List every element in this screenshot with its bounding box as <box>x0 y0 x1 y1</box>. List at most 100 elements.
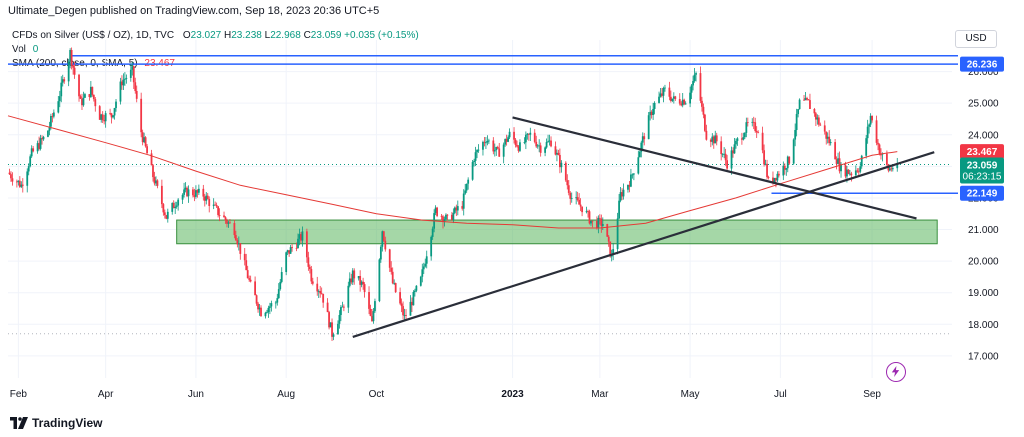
candle-body <box>585 211 588 213</box>
trendline <box>512 116 917 220</box>
candle-body <box>746 122 749 123</box>
y-tick-label: 21.000 <box>968 225 999 236</box>
candle-body <box>544 147 547 153</box>
candle-body <box>732 150 734 154</box>
candle-body <box>465 183 468 191</box>
candle-body <box>89 86 92 97</box>
candle-body <box>274 302 277 304</box>
candle-body <box>340 307 342 316</box>
candle-body <box>807 99 810 101</box>
x-tick-label: May <box>681 389 700 400</box>
price-label-bg <box>960 56 1004 72</box>
candle-body <box>492 140 495 152</box>
candle-body <box>310 269 313 282</box>
candle-body <box>766 163 768 178</box>
candle-body <box>258 307 261 310</box>
candle-body <box>369 308 372 316</box>
candle-body <box>52 112 55 117</box>
candle-body <box>690 85 693 93</box>
lightning-icon[interactable] <box>886 362 906 382</box>
candle-body <box>798 99 801 110</box>
candle-body <box>493 150 496 152</box>
candle-body <box>797 109 800 115</box>
candle-body <box>846 169 848 177</box>
candle-body <box>38 143 40 149</box>
candle-body <box>742 137 745 140</box>
candle-body <box>878 144 881 155</box>
candle-body <box>10 174 12 179</box>
candle-body <box>94 99 97 107</box>
candle-body <box>526 133 529 135</box>
candle-body <box>50 116 52 127</box>
candle-body <box>653 102 656 109</box>
candle-body <box>668 87 671 97</box>
candle-body <box>764 163 767 165</box>
legend-symbol[interactable]: CFDs on Silver (US$ / OZ), 1D, TVC <box>12 30 175 41</box>
candle-body <box>850 173 853 176</box>
candle-body <box>134 82 137 91</box>
candle-body <box>535 141 538 147</box>
candle-body <box>817 117 820 125</box>
candle-body <box>332 334 335 337</box>
candle-body <box>224 217 227 221</box>
candle-body <box>141 132 144 143</box>
candle-body <box>119 81 122 102</box>
candle-body <box>341 306 344 308</box>
candle-body <box>641 136 644 143</box>
candle-body <box>338 315 341 324</box>
candle-body <box>612 249 615 255</box>
candle-body <box>783 165 786 170</box>
candle-body <box>300 234 302 241</box>
candle-body <box>566 180 569 186</box>
candle-body <box>517 146 520 151</box>
candle-body <box>575 197 578 199</box>
price-label-value: 23.059 <box>967 160 998 171</box>
candle-body <box>285 252 288 273</box>
candle-body <box>227 222 230 224</box>
candle-body <box>829 142 832 144</box>
candle-body <box>880 154 882 156</box>
y-tick-label: 20.000 <box>968 257 999 268</box>
candle-body <box>567 185 570 193</box>
candle-body <box>464 190 467 194</box>
candle-body <box>730 150 733 169</box>
y-tick-label: 26.000 <box>968 67 999 78</box>
candle-body <box>803 99 805 101</box>
legend-vol-label[interactable]: Vol <box>12 44 26 55</box>
candle-body <box>588 211 591 224</box>
candle-body <box>650 111 653 116</box>
candle-body <box>637 157 640 174</box>
candle-body <box>112 115 114 118</box>
candle-body <box>587 211 589 213</box>
candle-body <box>885 153 888 165</box>
sma-layer <box>7 115 898 229</box>
y-tick-label: 18.000 <box>968 320 999 331</box>
price-label-bg <box>960 144 1004 160</box>
candle-body <box>153 177 156 184</box>
legend-close: 23.059 <box>310 30 342 41</box>
candle-body <box>129 69 132 78</box>
candle-body <box>733 144 736 154</box>
candle-body <box>735 140 737 145</box>
candle-body <box>110 113 113 118</box>
candle-body <box>849 173 851 175</box>
candle-body <box>113 108 116 116</box>
candle-body <box>131 66 134 70</box>
candle-body <box>890 168 893 170</box>
candle-body <box>877 142 879 145</box>
currency-button[interactable]: USD <box>955 30 997 48</box>
candle-body <box>405 315 407 316</box>
candle-body <box>15 181 18 183</box>
candle-body <box>81 98 83 106</box>
candle-body <box>348 278 351 286</box>
candle-body <box>755 130 758 133</box>
candle-body <box>236 240 239 245</box>
candle-body <box>135 90 138 99</box>
candle-body <box>545 142 548 148</box>
candle-body <box>658 96 660 103</box>
candle-body <box>257 303 259 310</box>
candle-body <box>394 283 397 293</box>
legend-high-label: H <box>224 30 232 41</box>
candle-body <box>104 113 107 122</box>
